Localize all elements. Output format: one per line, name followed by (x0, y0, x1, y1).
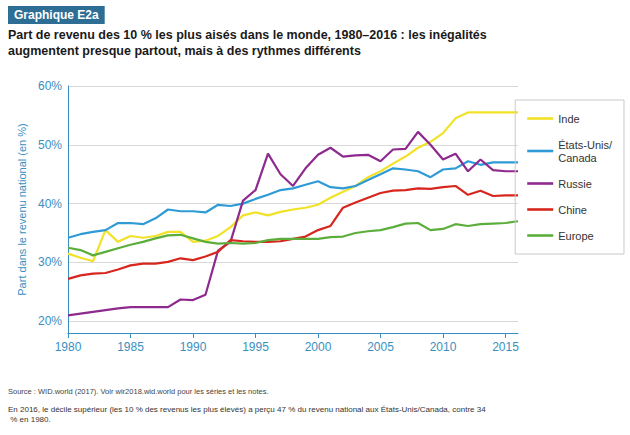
svg-text:Canada: Canada (558, 152, 597, 164)
svg-text:augmentent presque partout, ma: augmentent presque partout, mais à des r… (8, 44, 361, 58)
svg-text:1990: 1990 (180, 340, 207, 354)
svg-text:En 2016, le décile supérieur (: En 2016, le décile supérieur (les 10 % d… (8, 405, 486, 414)
svg-text:Russie: Russie (558, 178, 592, 190)
svg-text:2015: 2015 (492, 340, 519, 354)
svg-text:40%: 40% (38, 197, 62, 211)
svg-text:1995: 1995 (242, 340, 269, 354)
svg-text:Chine: Chine (558, 204, 587, 216)
svg-text:% en 1980.: % en 1980. (8, 415, 51, 424)
svg-text:États-Unis/: États-Unis/ (558, 139, 613, 151)
svg-text:Part dans le revenu national (: Part dans le revenu national (en %) (16, 123, 28, 295)
svg-text:1985: 1985 (117, 340, 144, 354)
svg-text:2010: 2010 (430, 340, 457, 354)
svg-text:60%: 60% (38, 79, 62, 93)
svg-text:2005: 2005 (367, 340, 394, 354)
svg-text:2000: 2000 (305, 340, 332, 354)
svg-text:30%: 30% (38, 255, 62, 269)
svg-text:50%: 50% (38, 138, 62, 152)
svg-text:Inde: Inde (558, 113, 579, 125)
svg-text:20%: 20% (38, 314, 62, 328)
svg-text:Europe: Europe (558, 230, 593, 242)
svg-text:Source : WID.world (2017). Voi: Source : WID.world (2017). Voir wir2018.… (8, 387, 269, 396)
svg-text:1980: 1980 (55, 340, 82, 354)
svg-text:Part de revenu des 10 % les pl: Part de revenu des 10 % les plus aisés d… (8, 28, 490, 42)
svg-text:Graphique E2a: Graphique E2a (14, 8, 99, 22)
